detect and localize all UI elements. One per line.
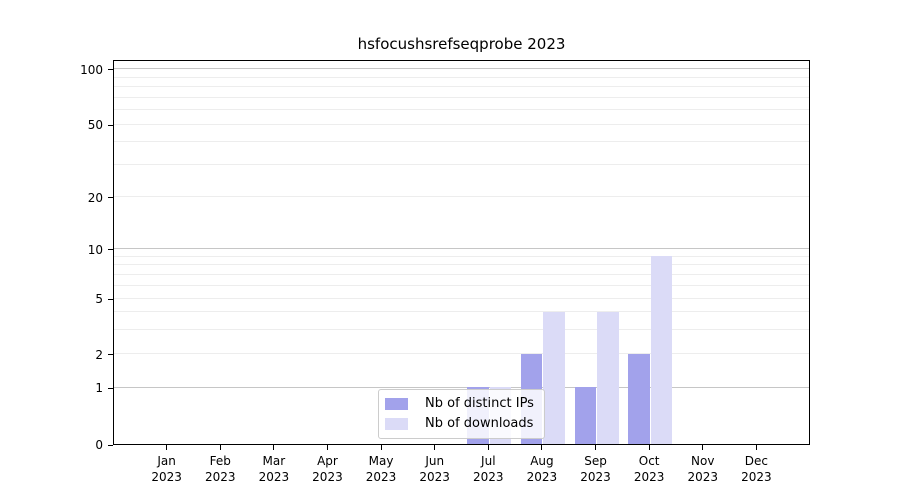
gridline-major: [114, 68, 809, 70]
bar-sep-downloads: [597, 311, 619, 444]
x-tick-month: Jan: [157, 454, 176, 468]
x-tick-year: 2023: [258, 470, 290, 484]
x-tick-month: May: [368, 454, 394, 468]
gridline-major: [114, 248, 809, 250]
x-tick-year: 2023: [580, 470, 611, 484]
y-tick-label: 50: [87, 118, 103, 133]
x-tick-month: Oct: [638, 454, 660, 468]
y-tick-label: 5: [95, 292, 103, 307]
bar-aug-downloads: [543, 311, 565, 444]
gridline-minor: [114, 123, 809, 125]
legend-swatch-distinct-ips: [385, 397, 408, 410]
x-tick-month: Feb: [209, 454, 231, 468]
x-tick-month: Jun: [425, 454, 445, 468]
gridline-minor: [114, 273, 809, 275]
x-tickmark: [755, 445, 757, 450]
x-tick-label: Mar 2023: [244, 453, 304, 485]
legend-label-distinct-ips: Nb of distinct IPs: [425, 396, 534, 411]
x-tick-label: Sep 2023: [566, 453, 626, 485]
x-tick-year: 2023: [633, 470, 665, 484]
x-tickmark: [219, 445, 221, 450]
x-tick-label: May 2023: [351, 453, 411, 485]
gridline-minor: [114, 164, 809, 166]
gridline-minor: [114, 108, 809, 110]
legend-entry-distinct-ips: Nb of distinct IPs: [385, 396, 534, 411]
x-tick-year: 2023: [365, 470, 397, 484]
gridline-minor: [114, 85, 809, 87]
gridline-minor: [114, 141, 809, 143]
y-tick-label: 0: [95, 438, 103, 452]
x-tick-label: Nov 2023: [673, 453, 733, 485]
legend-entry-downloads: Nb of downloads: [385, 416, 534, 431]
y-tick-label: 1: [95, 381, 103, 396]
y-tickmark: [108, 197, 113, 199]
x-tick-month: Dec: [744, 454, 768, 468]
bar-oct-distinct-ips: [628, 353, 650, 444]
gridline-minor: [114, 255, 809, 257]
gridline-minor: [114, 311, 809, 313]
x-tick-label: Aug 2023: [512, 453, 572, 485]
x-tick-month: Mar: [262, 454, 286, 468]
x-tickmark: [595, 445, 597, 450]
y-tickmark: [108, 387, 113, 389]
x-tickmark: [702, 445, 704, 450]
y-tickmark: [108, 354, 113, 356]
y-tick-label: 2: [95, 347, 103, 362]
x-tickmark: [326, 445, 328, 450]
y-tick-label: 20: [87, 190, 103, 205]
x-tick-year: 2023: [419, 470, 450, 484]
bar-oct-downloads: [650, 256, 673, 444]
y-tickmark: [108, 444, 113, 446]
x-tick-year: 2023: [526, 470, 558, 484]
x-tick-label: Jul 2023: [458, 453, 518, 485]
y-tick-label: 10: [87, 242, 103, 257]
x-tick-label: Jan 2023: [137, 453, 197, 485]
x-tick-month: Nov: [691, 454, 715, 468]
y-tickmark: [108, 124, 113, 126]
x-tickmark: [166, 445, 168, 450]
y-tickmark: [108, 69, 113, 71]
gridline-minor: [114, 196, 809, 198]
x-tick-label: Oct 2023: [619, 453, 679, 485]
x-tick-label: Apr 2023: [297, 453, 357, 485]
x-tick-year: 2023: [473, 470, 504, 484]
x-tick-year: 2023: [204, 470, 236, 484]
legend-label-downloads: Nb of downloads: [425, 416, 534, 431]
x-tick-year: 2023: [687, 470, 719, 484]
y-tickmark: [108, 298, 113, 300]
x-tick-label: Jun 2023: [405, 453, 465, 485]
gridline-minor: [114, 76, 809, 78]
x-tick-label: Dec 2023: [726, 453, 786, 485]
x-tick-month: Sep: [584, 454, 607, 468]
y-tickmark: [108, 249, 113, 251]
legend: Nb of distinct IPs Nb of downloads: [378, 389, 545, 439]
legend-swatch-downloads: [385, 417, 408, 430]
gridline-minor: [114, 284, 809, 286]
x-tickmark: [380, 445, 382, 450]
x-tickmark: [541, 445, 543, 450]
y-tick-label: 100: [80, 62, 103, 77]
x-tickmark: [487, 445, 489, 450]
x-tick-year: 2023: [741, 470, 772, 484]
x-tick-year: 2023: [312, 470, 343, 484]
plot-area: [113, 60, 810, 445]
x-tickmark: [648, 445, 650, 450]
gridline-minor: [114, 264, 809, 266]
x-tick-month: Aug: [530, 454, 554, 468]
chart-title: hsfocushsrefseqprobe 2023: [357, 35, 566, 53]
gridline-minor: [114, 353, 809, 355]
x-tickmark: [273, 445, 275, 450]
gridline-minor: [114, 96, 809, 98]
x-tick-month: Apr: [317, 454, 338, 468]
gridline-minor: [114, 297, 809, 299]
x-tick-label: Feb 2023: [190, 453, 250, 485]
x-tick-year: 2023: [151, 470, 182, 484]
bar-sep-distinct-ips: [574, 387, 597, 444]
gridline-minor: [114, 328, 809, 330]
x-tick-month: Jul: [481, 454, 496, 468]
gridline-major: [114, 386, 809, 388]
x-tickmark: [434, 445, 436, 450]
